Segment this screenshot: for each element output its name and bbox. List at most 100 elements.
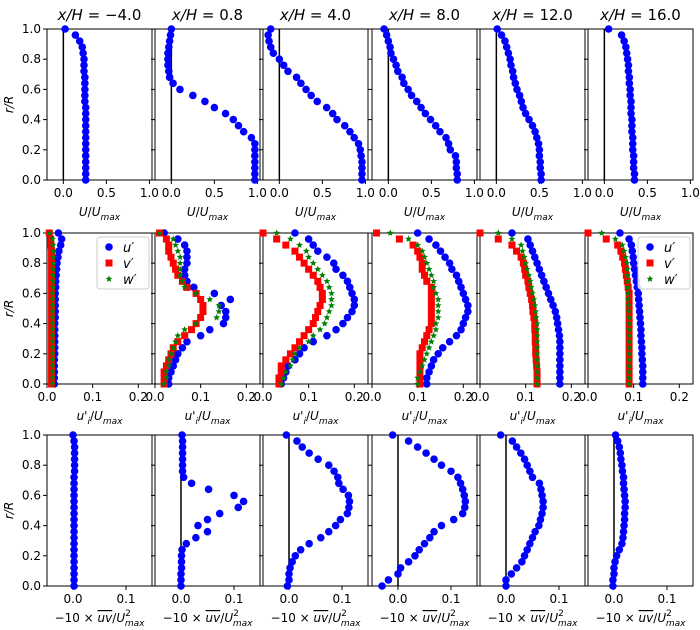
data-point (176, 265, 184, 273)
data-point (182, 539, 191, 548)
data-point (81, 164, 90, 172)
data-point (316, 283, 324, 291)
data-point (165, 37, 174, 45)
data-point (437, 521, 446, 530)
y-tick-label: 1.0 (22, 22, 41, 36)
data-point (452, 331, 461, 340)
data-point (610, 570, 618, 578)
data-point (426, 115, 435, 124)
data-point (529, 301, 536, 309)
data-point (181, 283, 189, 291)
data-point (404, 558, 413, 566)
x-tick-label: 0.0 (379, 186, 398, 200)
data-point (609, 582, 617, 590)
data-point (404, 437, 413, 445)
data-point (219, 319, 228, 328)
data-point (556, 337, 564, 346)
data-point (323, 314, 331, 321)
data-point (251, 170, 259, 178)
data-point (631, 271, 640, 280)
data-point (636, 319, 645, 328)
data-point (422, 380, 431, 388)
data-point (343, 509, 352, 518)
data-point (622, 253, 629, 261)
data-point (447, 467, 455, 476)
data-point (625, 344, 633, 351)
data-point (314, 265, 322, 273)
series-U (264, 25, 366, 184)
data-point (293, 437, 301, 445)
series-w′ (273, 229, 335, 387)
x-tick-label: 1.0 (465, 186, 484, 200)
data-point (273, 235, 281, 243)
data-point (611, 431, 620, 439)
data-point (634, 289, 643, 298)
data-point (526, 467, 534, 476)
data-point (531, 301, 539, 309)
x-axis-label: −10 × [uv]/U^2_max (488, 609, 579, 629)
data-point (314, 455, 322, 463)
data-point (180, 265, 189, 274)
data-point (259, 229, 267, 237)
data-point (425, 368, 433, 376)
data-point (533, 362, 541, 369)
data-point (247, 133, 256, 142)
data-point (203, 515, 212, 524)
x-axis-label: −10 × [uv]/U^2_max (271, 609, 362, 629)
data-point (302, 85, 310, 94)
y-axis-label: r/R (2, 96, 16, 113)
data-point (384, 576, 393, 584)
data-point (190, 283, 198, 292)
data-point (628, 127, 636, 136)
data-point (618, 241, 626, 248)
data-point (432, 289, 440, 297)
y-tick-label: 0.4 (22, 113, 41, 127)
data-point (456, 479, 465, 488)
x-tick-label: 0.5 (205, 186, 224, 200)
data-point (169, 259, 177, 267)
x-tick-label: 0.5 (313, 186, 332, 200)
data-point (538, 509, 546, 518)
data-point (427, 283, 435, 291)
column-title: x/H = −4.0 (57, 6, 142, 24)
data-point (535, 265, 544, 274)
data-point (493, 25, 502, 33)
data-point (49, 362, 56, 369)
data-point (167, 368, 175, 376)
data-point (533, 133, 541, 142)
data-point (49, 235, 56, 242)
data-point (627, 103, 635, 112)
data-point (344, 491, 353, 500)
data-point (309, 241, 318, 249)
data-point (436, 127, 444, 136)
data-point (630, 176, 639, 184)
data-point (283, 582, 292, 590)
data-point (234, 503, 243, 512)
data-point (420, 539, 429, 548)
data-point (418, 265, 426, 273)
data-point (411, 552, 419, 560)
data-point (507, 570, 516, 578)
data-point (629, 253, 637, 261)
data-point (187, 479, 196, 488)
data-point (638, 374, 647, 382)
x-axis-label: u'_i/U_max (293, 409, 340, 427)
subplot-panel: 0.0 0.1 −10 × [uv]/U^2_max (476, 431, 586, 629)
data-point (584, 229, 592, 237)
data-point (291, 552, 300, 560)
data-point (624, 61, 633, 70)
data-point (70, 497, 78, 506)
data-point (538, 491, 546, 500)
data-point (434, 295, 442, 303)
data-point (523, 461, 531, 470)
x-tick-label: 1.0 (681, 186, 700, 200)
data-point (234, 121, 243, 130)
data-point (625, 73, 634, 82)
data-point (70, 467, 79, 476)
data-point (625, 307, 633, 315)
data-point (323, 331, 331, 340)
data-point (329, 259, 338, 268)
data-point (616, 229, 624, 237)
data-point (430, 332, 438, 339)
data-point (434, 301, 442, 309)
